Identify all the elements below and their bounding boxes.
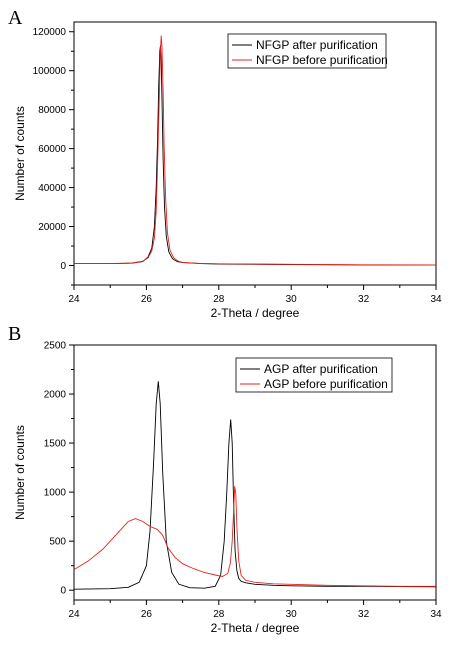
series-line-1	[74, 381, 436, 590]
y-tick-label: 80000	[38, 105, 66, 116]
y-tick-label: 1000	[44, 488, 67, 499]
y-tick-label: 120000	[33, 27, 67, 38]
y-tick-label: 2500	[44, 341, 67, 352]
y-axis-label: Number of counts	[13, 106, 27, 201]
legend-label-1: NFGP after purification	[256, 38, 378, 52]
series-line-2	[74, 486, 436, 587]
y-tick-label: 2000	[44, 390, 67, 401]
x-tick-label: 26	[141, 294, 153, 305]
x-axis-label: 2-Theta / degree	[211, 306, 300, 320]
y-tick-label: 60000	[38, 144, 66, 155]
legend-label-1: AGP after purification	[264, 362, 378, 376]
x-tick-label: 30	[286, 294, 298, 305]
y-tick-label: 1500	[44, 439, 67, 450]
x-axis-label: 2-Theta / degree	[211, 621, 300, 635]
x-tick-label: 34	[430, 294, 442, 305]
panel-b: B 24 26 28 30 32 34 0 500 1000 1500 2000 2500 2-Theta…	[8, 323, 442, 635]
y-tick-label: 500	[49, 537, 66, 548]
y-tick-label: 100000	[33, 66, 67, 77]
x-tick-label: 32	[358, 294, 370, 305]
y-tick-label: 40000	[38, 183, 66, 194]
x-tick-label: 28	[213, 294, 225, 305]
x-tick-label: 26	[141, 609, 153, 620]
x-tick-label: 32	[358, 609, 370, 620]
panel-a: A 24 26 28 30 32 34 0 20000 40000 60000 80000 100000…	[8, 7, 442, 320]
y-tick-label: 0	[60, 261, 66, 272]
legend-box	[227, 33, 387, 69]
x-tick-label: 24	[68, 609, 80, 620]
series-line-2	[74, 35, 436, 266]
x-tick-label: 28	[213, 609, 225, 620]
legend-label-2: AGP before purification	[264, 377, 388, 391]
y-tick-label: 0	[60, 586, 66, 597]
series-line-1	[74, 45, 436, 266]
legend-box	[235, 357, 393, 393]
x-tick-label: 24	[68, 294, 80, 305]
x-tick-label: 34	[430, 609, 442, 620]
x-tick-label: 30	[286, 609, 298, 620]
y-tick-label: 20000	[38, 222, 66, 233]
legend-label-2: NFGP before purification	[256, 53, 388, 67]
panel-letter: B	[8, 323, 21, 345]
y-axis-label: Number of counts	[13, 425, 27, 520]
panel-letter: A	[8, 7, 23, 29]
